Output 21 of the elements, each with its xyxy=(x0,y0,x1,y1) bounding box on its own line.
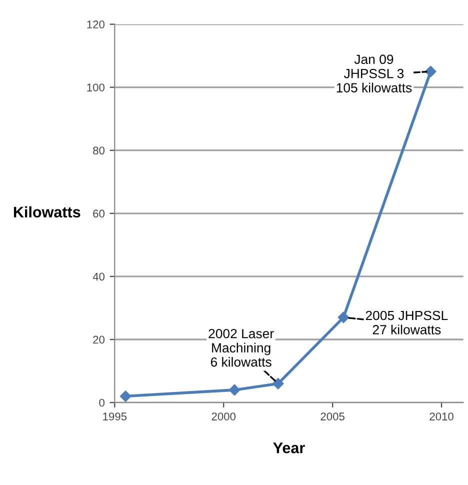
annotation: 2005 JHPSSL 27 kilowatts xyxy=(366,310,448,334)
point xyxy=(338,312,350,324)
x-tick-label: 2010 xyxy=(430,412,454,420)
annotation: Jan 09 JHPSSL 3 105 kilowatts xyxy=(336,54,412,92)
y-tick-label: 40 xyxy=(92,272,105,281)
y-tick-label: 80 xyxy=(93,146,105,154)
x-axis-title: Year xyxy=(273,442,305,454)
x-tick-label: 2000 xyxy=(212,412,236,420)
y-tick-label: 120 xyxy=(87,20,105,28)
point xyxy=(272,378,284,390)
x-tick-label: 1995 xyxy=(103,412,127,420)
point xyxy=(228,384,240,396)
annotation: 2002 Laser Machining 6 kilowatts xyxy=(208,328,274,367)
y-tick-label: 0 xyxy=(99,398,105,407)
y-tick-label: 100 xyxy=(87,84,105,92)
point xyxy=(120,390,132,402)
x-tick-label: 2005 xyxy=(320,412,344,420)
y-axis-title: Kilowatts xyxy=(14,206,80,218)
point xyxy=(425,66,436,78)
y-tick-label: 60 xyxy=(93,210,105,218)
y-tick-label: 20 xyxy=(93,336,105,344)
